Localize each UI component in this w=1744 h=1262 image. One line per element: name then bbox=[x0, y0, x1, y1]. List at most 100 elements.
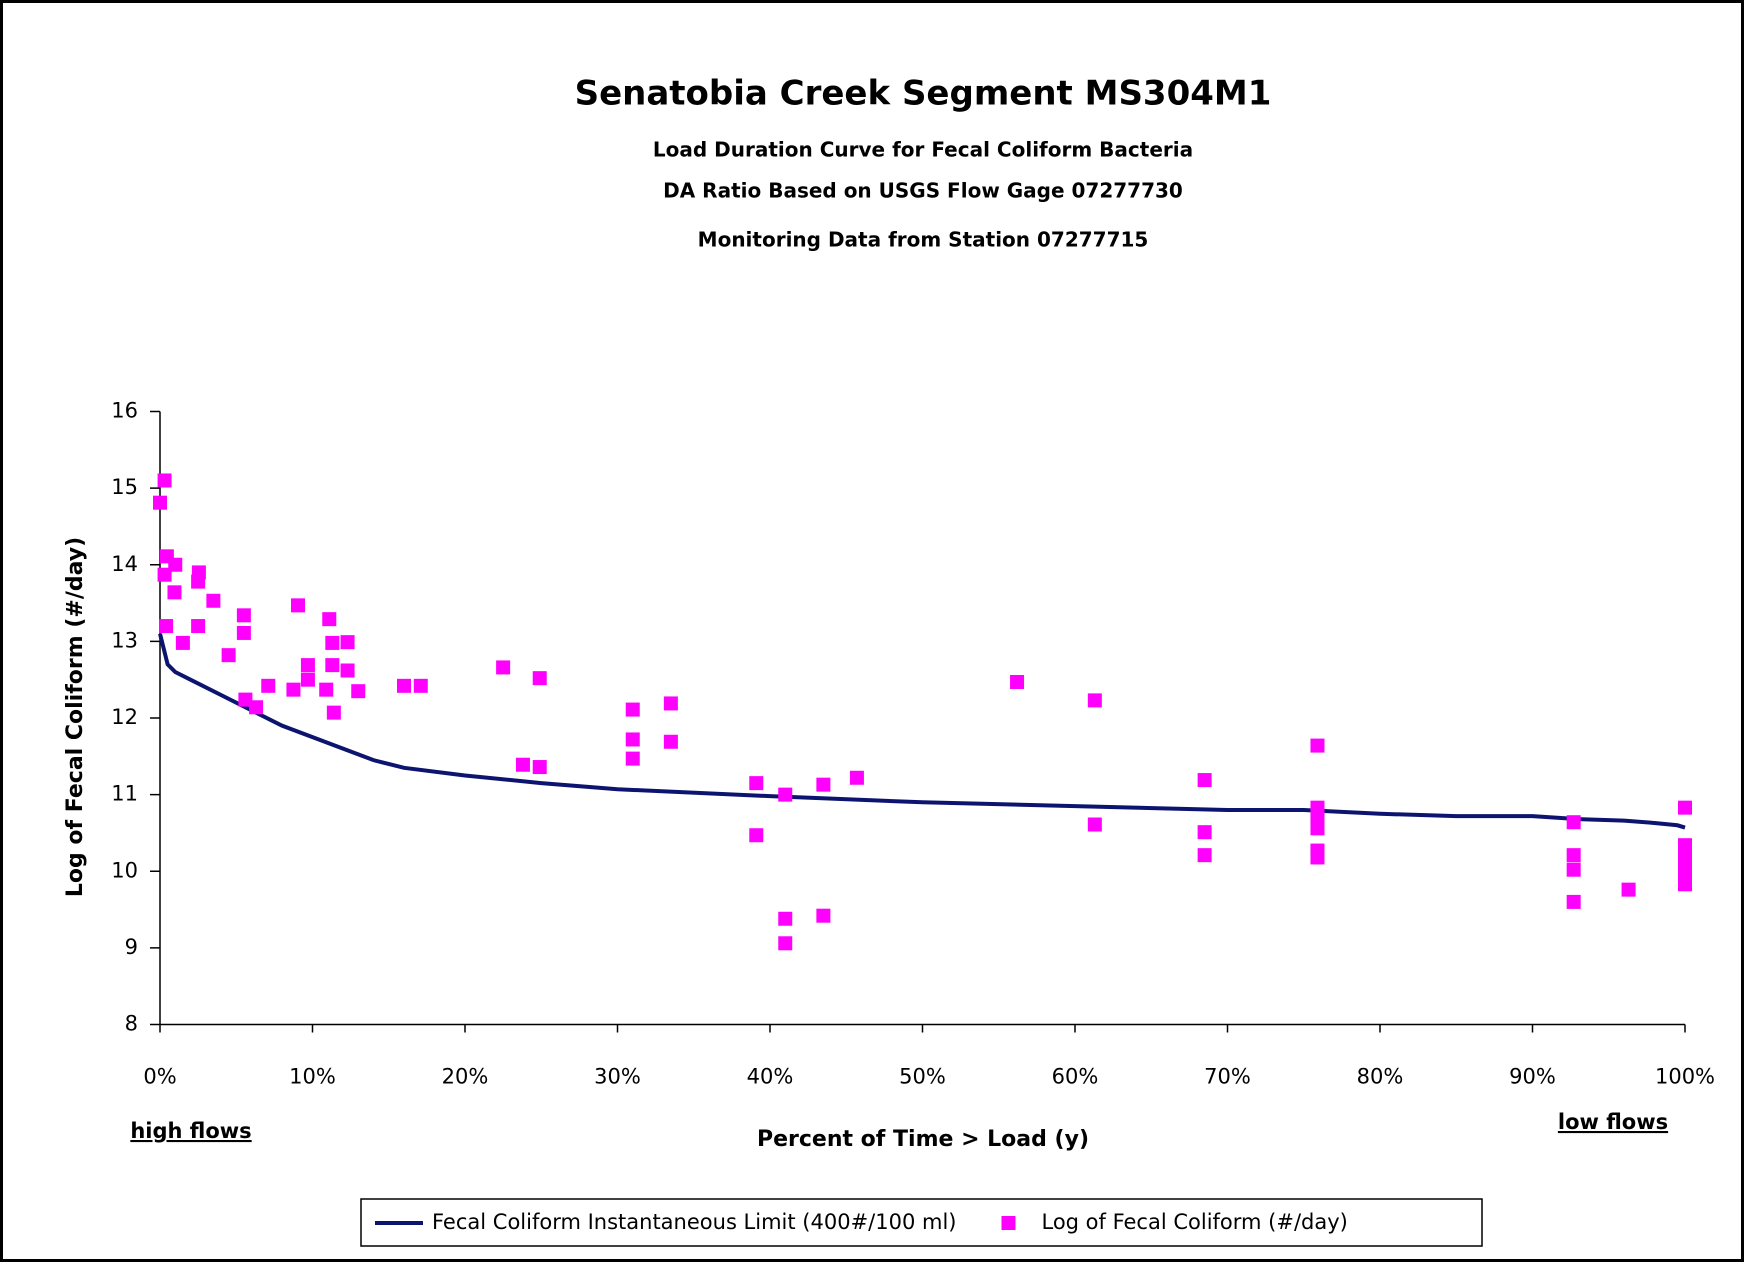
scatter-point bbox=[319, 682, 334, 697]
scatter-point bbox=[397, 678, 411, 693]
scatter-point bbox=[167, 585, 182, 600]
x-tick-label: 10% bbox=[289, 1065, 336, 1089]
scatter-point bbox=[625, 702, 640, 717]
scatter-point bbox=[340, 635, 355, 650]
scatter-point bbox=[663, 696, 678, 711]
scatter-point bbox=[1566, 894, 1581, 909]
scatter-point bbox=[625, 751, 640, 766]
scatter-point bbox=[153, 495, 167, 510]
y-tick-label: 13 bbox=[111, 628, 138, 652]
x-tick-label: 40% bbox=[747, 1065, 794, 1089]
scatter-point bbox=[1566, 848, 1581, 863]
legend-label: Log of Fecal Coliform (#/day) bbox=[1041, 1210, 1347, 1234]
legend-label: Fecal Coliform Instantaneous Limit (400#… bbox=[432, 1210, 956, 1234]
scatter-point bbox=[249, 700, 264, 715]
scatter-point bbox=[532, 671, 547, 686]
scatter-point bbox=[749, 776, 764, 791]
scatter-point bbox=[300, 658, 315, 673]
scatter-point bbox=[778, 936, 793, 951]
scatter-point bbox=[159, 619, 174, 634]
scatter-point bbox=[1678, 800, 1692, 815]
x-tick-label: 90% bbox=[1509, 1065, 1556, 1089]
scatter-point bbox=[191, 574, 206, 589]
y-axis-title: Log of Fecal Coliform (#/day) bbox=[63, 537, 88, 897]
x-tick-label: 0% bbox=[143, 1065, 176, 1089]
scatter-point bbox=[1197, 773, 1212, 788]
scatter-point bbox=[236, 625, 251, 640]
scatter-point bbox=[1310, 821, 1325, 836]
scatter-point bbox=[413, 678, 428, 693]
scatter-point bbox=[325, 635, 340, 650]
x-tick-label: 30% bbox=[594, 1065, 641, 1089]
limit-line bbox=[158, 633, 1686, 830]
scatter-point bbox=[175, 635, 190, 650]
scatter-point bbox=[238, 692, 253, 707]
scatter-point bbox=[157, 473, 172, 488]
scatter-point bbox=[1621, 882, 1636, 897]
scatter-point bbox=[496, 660, 511, 675]
y-tick-label: 9 bbox=[125, 935, 138, 959]
scatter-point bbox=[157, 567, 172, 582]
scatter-point bbox=[291, 598, 306, 613]
legend-swatch bbox=[1001, 1216, 1016, 1230]
y-tick-label: 11 bbox=[111, 782, 138, 806]
scatter-point bbox=[325, 658, 340, 673]
scatter-point bbox=[1678, 851, 1692, 866]
legend-box bbox=[360, 1198, 1483, 1247]
y-tick-label: 16 bbox=[111, 399, 138, 423]
scatter-point bbox=[1087, 817, 1102, 832]
scatter-point bbox=[1197, 848, 1212, 863]
subtitle: Load Duration Curve for Fecal Coliform B… bbox=[653, 138, 1193, 162]
scatter-point bbox=[625, 732, 640, 747]
scatter-point bbox=[778, 787, 793, 802]
scatter-point bbox=[1310, 810, 1325, 825]
scatter-point bbox=[168, 557, 183, 572]
scatter-point bbox=[1310, 738, 1325, 753]
subtitle: DA Ratio Based on USGS Flow Gage 0727773… bbox=[663, 179, 1183, 203]
scatter-point bbox=[191, 619, 206, 634]
scatter-point bbox=[1678, 869, 1692, 884]
scatter-point bbox=[286, 682, 301, 697]
y-tick-label: 15 bbox=[111, 475, 138, 499]
scatter-point bbox=[1197, 825, 1212, 840]
x-tick-label: 50% bbox=[899, 1065, 946, 1089]
scatter-point bbox=[515, 757, 530, 772]
scatter-point bbox=[322, 612, 337, 627]
x-tick-label: 80% bbox=[1357, 1065, 1404, 1089]
x-tick-label: 70% bbox=[1204, 1065, 1251, 1089]
y-tick-label: 12 bbox=[111, 705, 138, 729]
scatter-point bbox=[816, 908, 831, 923]
scatter-point bbox=[351, 684, 366, 699]
scatter-point bbox=[206, 593, 221, 608]
scatter-point bbox=[816, 777, 831, 792]
scatter-point bbox=[1087, 693, 1102, 708]
chart-title: Senatobia Creek Segment MS304M1 bbox=[575, 74, 1272, 114]
scatter-point bbox=[1678, 838, 1692, 853]
scatter-point bbox=[1310, 850, 1325, 865]
scatter-point bbox=[261, 678, 276, 693]
scatter-point bbox=[778, 911, 793, 926]
x-tick-label: 20% bbox=[442, 1065, 489, 1089]
y-tick-label: 10 bbox=[111, 858, 138, 882]
scatter-point bbox=[532, 760, 547, 775]
scatter-point bbox=[1010, 674, 1025, 689]
x-tick-label: 60% bbox=[1052, 1065, 1099, 1089]
scatter-point bbox=[1566, 815, 1581, 830]
scatter-point bbox=[849, 770, 864, 785]
annotation: low flows bbox=[1558, 1110, 1668, 1134]
x-axis-title: Percent of Time > Load (y) bbox=[757, 1127, 1089, 1152]
scatter-point bbox=[340, 663, 355, 678]
y-tick-label: 8 bbox=[125, 1012, 138, 1036]
scatter-point bbox=[236, 608, 251, 623]
scatter-point bbox=[1566, 862, 1581, 877]
scatter-point bbox=[326, 705, 341, 720]
scatter-point bbox=[749, 828, 764, 843]
scatter-point bbox=[663, 734, 678, 749]
y-tick-label: 14 bbox=[111, 552, 138, 576]
scatter-point bbox=[300, 672, 315, 687]
annotation: high flows bbox=[130, 1119, 251, 1143]
scatter-point bbox=[221, 648, 236, 663]
subtitle: Monitoring Data from Station 07277715 bbox=[698, 228, 1149, 252]
